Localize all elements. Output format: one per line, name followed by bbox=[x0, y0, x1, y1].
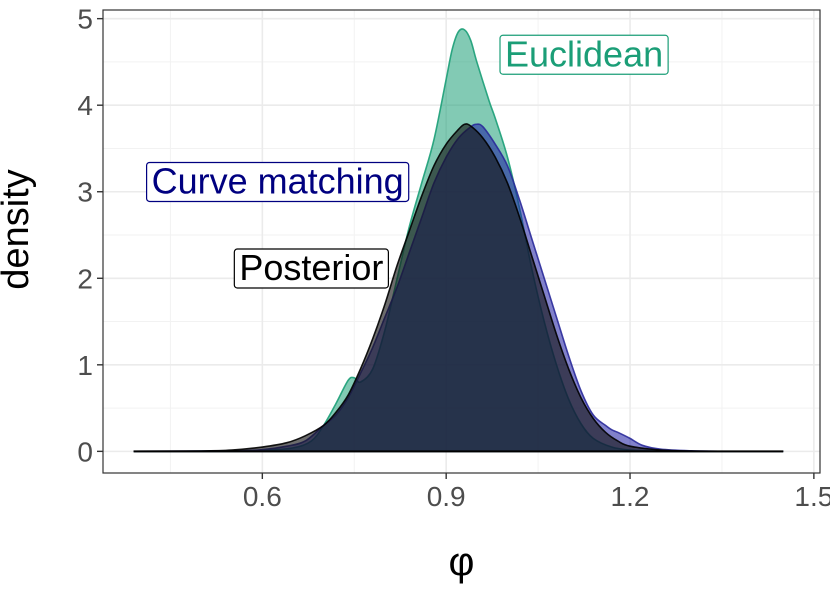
x-axis: 0.6 0.9 1.2 1.5 bbox=[243, 473, 830, 512]
x-axis-title: φ bbox=[449, 540, 475, 584]
series-label-euclidean: Euclidean bbox=[499, 33, 669, 75]
plot-border bbox=[102, 9, 821, 474]
series-labels: Euclidean Curve matching Posterior bbox=[145, 33, 669, 289]
y-axis: 0 1 2 3 4 5 bbox=[77, 4, 103, 467]
density-area-posterior bbox=[133, 123, 784, 453]
y-tick-label: 2 bbox=[77, 263, 93, 294]
density-areas bbox=[133, 28, 784, 453]
y-tick-label: 3 bbox=[77, 177, 93, 208]
svg-text:Curve matching: Curve matching bbox=[152, 160, 404, 201]
y-tick-label: 4 bbox=[77, 90, 93, 121]
y-tick-label: 1 bbox=[77, 350, 93, 381]
y-axis-title: density bbox=[0, 169, 37, 289]
y-tick-label: 5 bbox=[77, 4, 93, 35]
x-tick-label: 0.6 bbox=[243, 481, 282, 512]
svg-text:Posterior: Posterior bbox=[239, 247, 383, 288]
x-tick-label: 0.9 bbox=[427, 481, 466, 512]
series-label-posterior: Posterior bbox=[233, 247, 389, 289]
svg-text:Euclidean: Euclidean bbox=[505, 33, 663, 74]
y-tick-label: 0 bbox=[77, 436, 93, 467]
x-tick-label: 1.5 bbox=[794, 481, 830, 512]
x-tick-label: 1.2 bbox=[611, 481, 650, 512]
series-label-curve-matching: Curve matching bbox=[145, 160, 410, 203]
